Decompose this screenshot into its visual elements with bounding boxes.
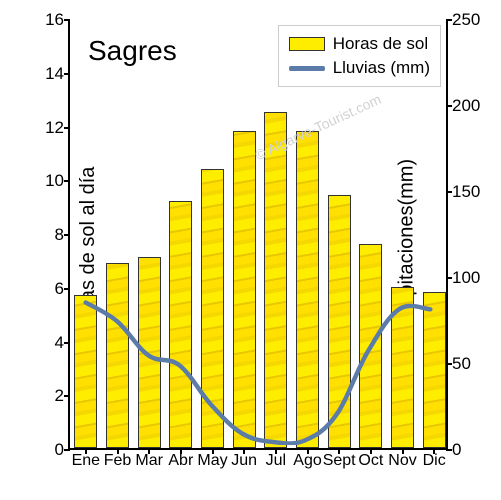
x-tick: Sept	[323, 452, 356, 470]
x-tick: Oct	[358, 452, 383, 470]
x-tick: Dic	[423, 452, 446, 470]
bar-ene	[74, 295, 97, 448]
x-tick: Ene	[72, 452, 100, 470]
y-tick-left: 0	[55, 440, 64, 460]
x-tick: Nov	[388, 452, 416, 470]
legend-swatch-bar	[289, 37, 325, 51]
legend-swatch-line	[289, 66, 325, 71]
y-tick-left: 10	[45, 171, 64, 191]
bar-nov	[391, 287, 414, 448]
bar-dic	[423, 292, 446, 448]
x-tick: Abr	[168, 452, 193, 470]
y-tick-left: 14	[45, 64, 64, 84]
y-tick-right: 50	[452, 354, 471, 374]
legend-label-bar: Horas de sol	[333, 34, 428, 54]
x-tick: Feb	[104, 452, 132, 470]
x-tick: Mar	[135, 452, 163, 470]
y-tick-right: 250	[452, 10, 480, 30]
y-tick-right: 100	[452, 268, 480, 288]
climate-chart: Sagres Horas de sol al día Precipitacion…	[0, 0, 501, 500]
bar-ago	[296, 131, 319, 448]
legend-item-bar: Horas de sol	[289, 32, 430, 56]
y-tick-right: 200	[452, 96, 480, 116]
y-tick-left: 4	[55, 333, 64, 353]
bar-oct	[359, 244, 382, 448]
legend-label-line: Lluvias (mm)	[333, 58, 430, 78]
bar-feb	[106, 263, 129, 448]
x-tick: Ago	[293, 452, 321, 470]
y-tick-left: 16	[45, 10, 64, 30]
bar-jul	[264, 112, 287, 448]
y-tick-right: 150	[452, 182, 480, 202]
bar-sept	[328, 195, 351, 448]
y-tick-left: 2	[55, 386, 64, 406]
legend-item-line: Lluvias (mm)	[289, 56, 430, 80]
legend: Horas de sol Lluvias (mm)	[278, 25, 441, 87]
bar-may	[201, 169, 224, 449]
chart-title: Sagres	[88, 35, 177, 67]
x-tick: May	[197, 452, 227, 470]
bar-jun	[233, 131, 256, 448]
bar-abr	[169, 201, 192, 448]
y-tick-left: 6	[55, 279, 64, 299]
x-tick: Jun	[231, 452, 257, 470]
bar-mar	[138, 257, 161, 448]
x-tick: Jul	[266, 452, 286, 470]
y-tick-left: 8	[55, 225, 64, 245]
y-tick-left: 12	[45, 118, 64, 138]
y-tick-right: 0	[452, 440, 461, 460]
